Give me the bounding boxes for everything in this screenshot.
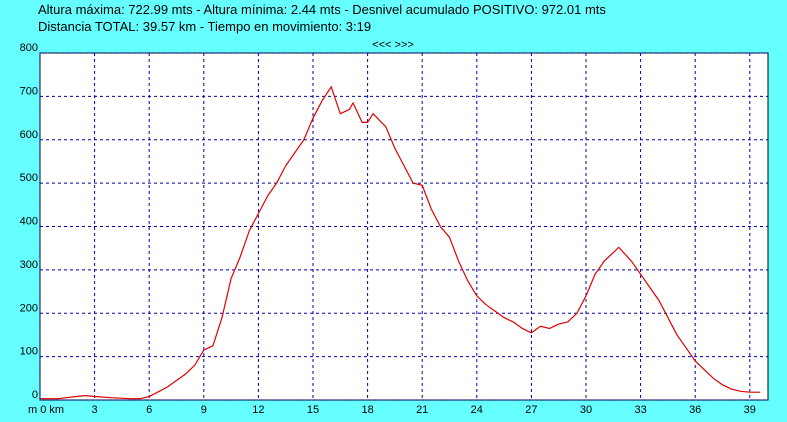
- header-line: Altura máxima: 722.99 mts - Altura mínim…: [38, 2, 606, 17]
- y-tick-label: 0: [32, 389, 38, 401]
- x-tick-label: 6: [146, 404, 152, 416]
- nav-arrows[interactable]: <<< >>>: [372, 39, 414, 51]
- y-tick-label: 300: [20, 259, 38, 271]
- y-tick-label: 800: [20, 42, 38, 54]
- y-tick-label: 200: [20, 302, 38, 314]
- x-tick-label: 21: [416, 404, 428, 416]
- x-tick-label: 24: [471, 404, 483, 416]
- y-tick-label: 400: [20, 216, 38, 228]
- y-tick-label: 700: [20, 85, 38, 97]
- x-tick-label: 39: [744, 404, 756, 416]
- y-tick-label: 100: [20, 346, 38, 358]
- y-tick-label: 600: [20, 129, 38, 141]
- elevation-line: [40, 85, 761, 400]
- x-tick-label: 15: [307, 404, 319, 416]
- x-tick-label: 12: [252, 404, 264, 416]
- x-tick-label: 36: [689, 404, 701, 416]
- y-tick-label: 500: [20, 172, 38, 184]
- x-tick-label: 9: [201, 404, 207, 416]
- x-tick-label: 27: [525, 404, 537, 416]
- x-tick-label: 33: [634, 404, 646, 416]
- x-tick-label: 30: [580, 404, 592, 416]
- x-tick-label: m 0 km: [28, 404, 64, 416]
- x-tick-label: 18: [361, 404, 373, 416]
- header-line: Distancia TOTAL: 39.57 km - Tiempo en mo…: [38, 19, 371, 34]
- x-tick-label: 3: [92, 404, 98, 416]
